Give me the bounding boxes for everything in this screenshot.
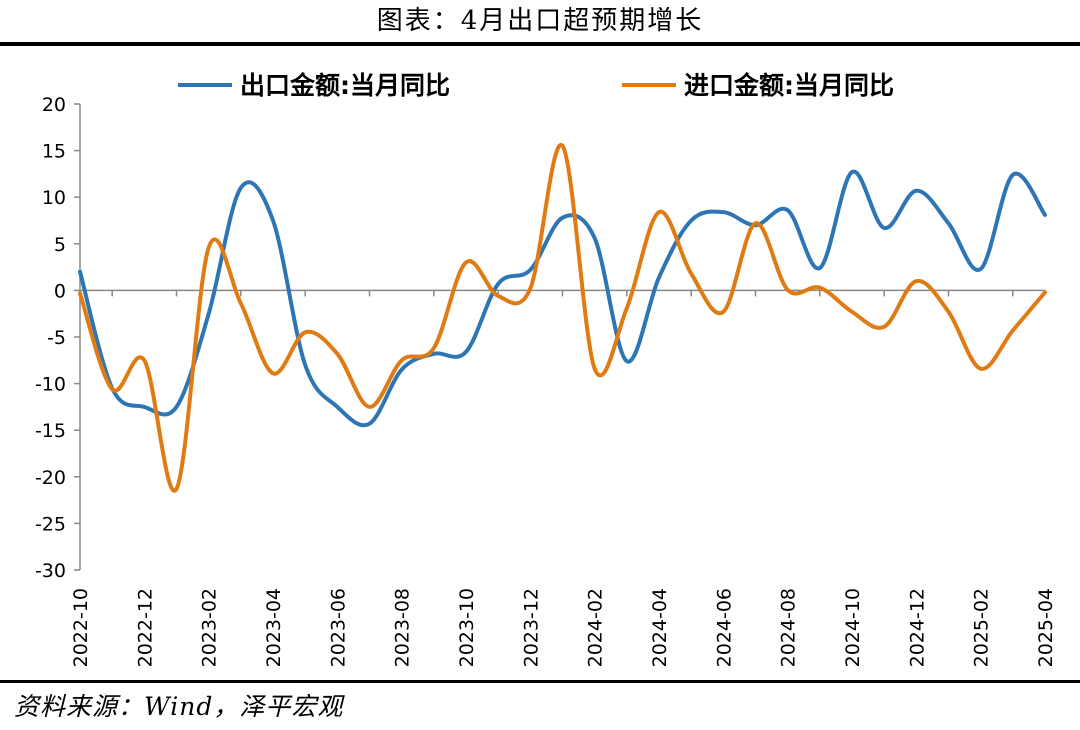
y-tick-label: 10 <box>42 187 66 209</box>
y-tick-label: -30 <box>35 560 66 582</box>
export-series-line <box>78 169 1047 428</box>
y-tick-label: 20 <box>42 94 66 116</box>
x-tick-label: 2024-06 <box>713 588 735 667</box>
chart-title: 图表：4月出口超预期增长 <box>376 6 704 36</box>
legend-item-import: 进口金额:当月同比 <box>622 71 894 100</box>
x-tick-label: 2024-04 <box>649 588 671 667</box>
y-tick-label: 5 <box>54 234 66 256</box>
legend-label: 出口金额:当月同比 <box>240 71 450 100</box>
x-tick-label: 2024-10 <box>842 588 864 667</box>
y-tick-label: -5 <box>47 327 66 349</box>
legend-item-export: 出口金额:当月同比 <box>178 71 450 100</box>
y-tick-label: -25 <box>35 513 66 535</box>
import-series-line <box>78 143 1047 493</box>
y-tick-label: 0 <box>54 280 66 302</box>
x-tick-label: 2024-12 <box>906 588 928 667</box>
x-tick-label: 2023-06 <box>327 588 349 667</box>
x-tick-label: 2025-02 <box>971 588 993 667</box>
x-tick-label: 2022-10 <box>70 588 92 667</box>
line-chart: 出口金额:当月同比 进口金额:当月同比 20 15 10 5 0 -5 -10 -15 -20 -2… <box>35 71 1057 667</box>
y-tick-label: 15 <box>42 141 66 163</box>
x-tick-label: 2023-02 <box>199 588 221 667</box>
x-tick-label: 2023-08 <box>392 588 414 667</box>
y-axis: 20 15 10 5 0 -5 -10 -15 -20 -25 -30 <box>35 94 81 582</box>
source-note: 资料来源：Wind，泽平宏观 <box>14 692 344 721</box>
top-rule <box>0 42 1080 46</box>
x-tick-label: 2023-04 <box>263 588 285 667</box>
x-tick-label: 2024-02 <box>585 588 607 667</box>
legend-label: 进口金额:当月同比 <box>684 71 894 100</box>
x-axis: 2022-10 2022-12 2023-02 2023-04 2023-06 2023-… <box>70 289 1057 667</box>
x-tick-label: 2023-12 <box>520 588 542 667</box>
x-tick-label: 2025-04 <box>1035 588 1057 667</box>
y-tick-label: -10 <box>35 374 66 396</box>
y-tick-label: -20 <box>35 467 66 489</box>
x-tick-label: 2022-12 <box>134 588 156 667</box>
legend: 出口金额:当月同比 进口金额:当月同比 <box>178 71 894 100</box>
bottom-rule <box>0 680 1080 683</box>
x-tick-label: 2024-08 <box>778 588 800 667</box>
x-tick-label: 2023-10 <box>456 588 478 667</box>
y-tick-label: -15 <box>35 420 66 442</box>
series-layer <box>78 143 1047 493</box>
